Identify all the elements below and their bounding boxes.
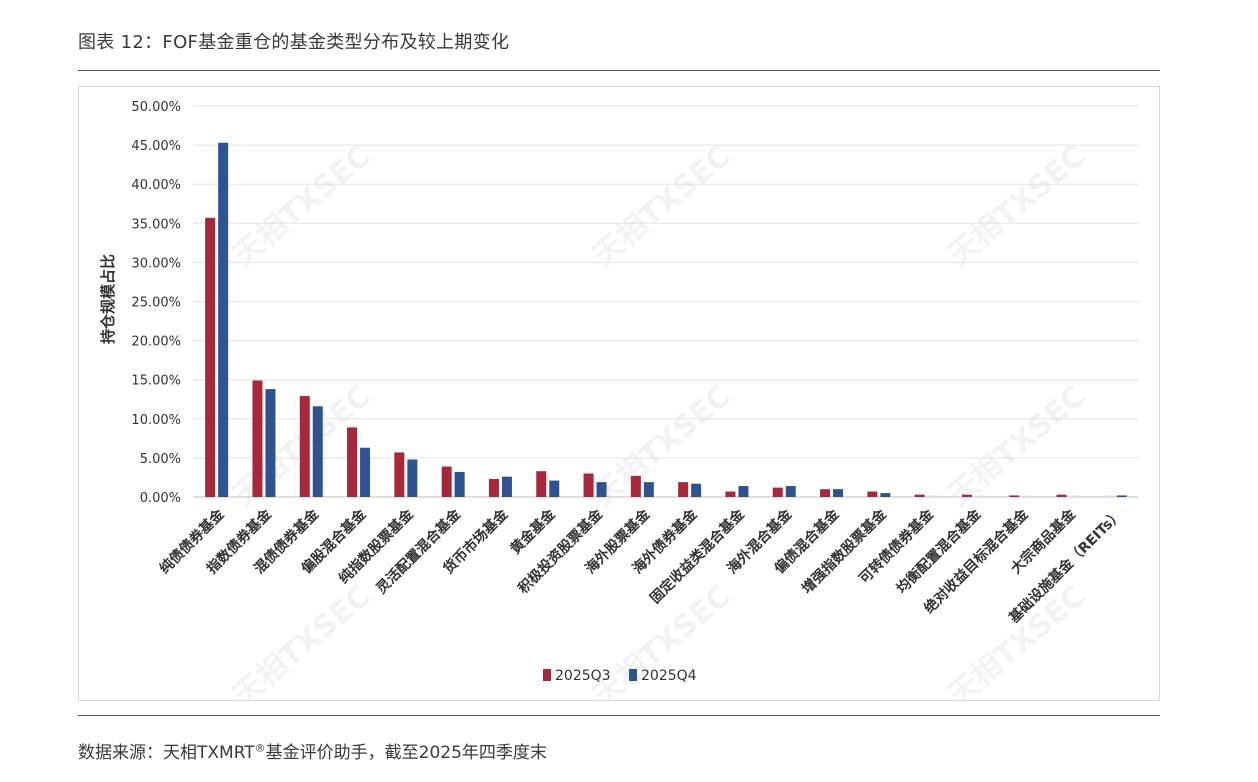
- bar-2025q3-19: [1103, 495, 1114, 497]
- bar-2025q3-14: [867, 491, 878, 497]
- watermark-5: 天相TXSEC: [942, 379, 1093, 514]
- bar-2025q4-13: [833, 489, 844, 497]
- bar-2025q4-8: [596, 482, 607, 497]
- bar-2025q3-18: [1056, 494, 1067, 497]
- watermark-1: 天相TXSEC: [587, 139, 738, 274]
- bar-2025q4-12: [785, 486, 796, 497]
- bar-2025q4-4: [407, 459, 418, 497]
- y-tick-label-10: 50.00%: [131, 100, 181, 115]
- bar-2025q3-13: [820, 489, 831, 497]
- bar-2025q3-10: [678, 482, 689, 497]
- bar-2025q3-3: [347, 427, 358, 497]
- bar-2025q3-11: [725, 491, 736, 497]
- bottom-divider: [78, 715, 1160, 716]
- source-note: 数据来源：天相TXMRT®基金评价助手，截至2025年四季度末: [78, 738, 547, 763]
- bar-2025q4-18: [1069, 495, 1080, 497]
- y-tick-label-8: 40.00%: [131, 178, 181, 193]
- bar-2025q4-7: [549, 480, 560, 497]
- legend-label-q3: 2025Q3: [555, 668, 611, 684]
- watermark-0: 天相TXSEC: [227, 139, 378, 274]
- figure-title: 图表 12：FOF基金重仓的基金类型分布及较上期变化: [78, 32, 510, 53]
- y-tick-label-6: 30.00%: [131, 256, 181, 271]
- legend-swatch-q3: [543, 669, 551, 681]
- legend-label-q4: 2025Q4: [641, 668, 697, 684]
- bars: [205, 142, 1127, 498]
- bar-2025q4-10: [691, 483, 702, 497]
- watermark-6: 天相TXSEC: [227, 579, 378, 700]
- bar-2025q4-17: [1022, 495, 1033, 497]
- watermark-8: 天相TXSEC: [942, 579, 1093, 700]
- x-tick-label-14: 增强指数股票基金: [798, 505, 890, 597]
- bar-2025q3-9: [630, 475, 641, 497]
- y-tick-label-0: 0.00%: [140, 491, 181, 506]
- bar-2025q4-11: [738, 486, 749, 497]
- bar-2025q3-16: [961, 494, 972, 497]
- y-tick-label-5: 25.00%: [131, 296, 181, 311]
- y-axis-label: 持仓规模占比: [99, 254, 117, 344]
- bar-2025q3-5: [441, 466, 452, 497]
- x-tick-labels: 纯债债券基金指数债券基金混债债券基金偏股混合基金纯指数股票基金灵活配置混合基金货…: [156, 505, 1126, 626]
- source-prefix: 数据来源：天相TXMRT: [78, 743, 255, 763]
- y-tick-label-4: 20.00%: [131, 335, 181, 350]
- bar-2025q4-2: [312, 406, 323, 497]
- legend: 2025Q3 2025Q4: [543, 668, 697, 684]
- registered-mark: ®: [254, 741, 266, 755]
- bar-2025q4-3: [360, 447, 371, 497]
- bar-2025q3-6: [488, 479, 499, 497]
- bar-2025q4-14: [880, 493, 891, 497]
- x-tick-label-5: 灵活配置混合基金: [373, 505, 465, 597]
- y-tick-label-7: 35.00%: [131, 217, 181, 232]
- watermark-2: 天相TXSEC: [942, 139, 1093, 274]
- legend-swatch-q4: [629, 669, 637, 681]
- bar-2025q4-0: [218, 142, 229, 497]
- bar-2025q4-1: [265, 389, 276, 497]
- watermark-4: 天相TXSEC: [587, 379, 738, 514]
- source-suffix: 基金评价助手，截至2025年四季度末: [265, 743, 547, 763]
- bar-2025q4-19: [1116, 495, 1127, 497]
- bar-chart: 天相TXSEC 天相TXSEC 天相TXSEC 天相TXSEC 天相TXSEC 天相TXS…: [99, 100, 1139, 713]
- bar-2025q3-12: [772, 487, 783, 497]
- bar-2025q4-15: [927, 495, 938, 497]
- bar-2025q3-4: [394, 452, 405, 497]
- chart-container: 天相TXSEC 天相TXSEC 天相TXSEC 天相TXSEC 天相TXSEC 天相TXS…: [78, 86, 1160, 713]
- gridlines: [193, 105, 1139, 498]
- top-divider: [78, 70, 1160, 71]
- bar-2025q4-5: [454, 471, 465, 497]
- y-tick-label-1: 5.00%: [140, 452, 181, 467]
- y-tick-label-3: 15.00%: [131, 374, 181, 389]
- x-tick-label-16: 均衡配置混合基金: [893, 505, 985, 597]
- bar-2025q4-16: [974, 495, 985, 497]
- bar-2025q4-9: [643, 482, 654, 497]
- bar-2025q3-15: [914, 494, 925, 497]
- bar-2025q3-0: [205, 217, 216, 498]
- y-tick-label-9: 45.00%: [131, 139, 181, 154]
- bar-2025q3-8: [583, 473, 594, 497]
- bar-2025q4-6: [501, 476, 512, 497]
- bar-2025q3-1: [252, 380, 263, 497]
- y-tick-label-2: 10.00%: [131, 413, 181, 428]
- x-tick-label-8: 积极投资股票基金: [515, 505, 607, 597]
- bar-2025q3-2: [299, 396, 310, 497]
- bar-2025q3-17: [1009, 495, 1020, 497]
- bar-2025q3-7: [536, 471, 547, 497]
